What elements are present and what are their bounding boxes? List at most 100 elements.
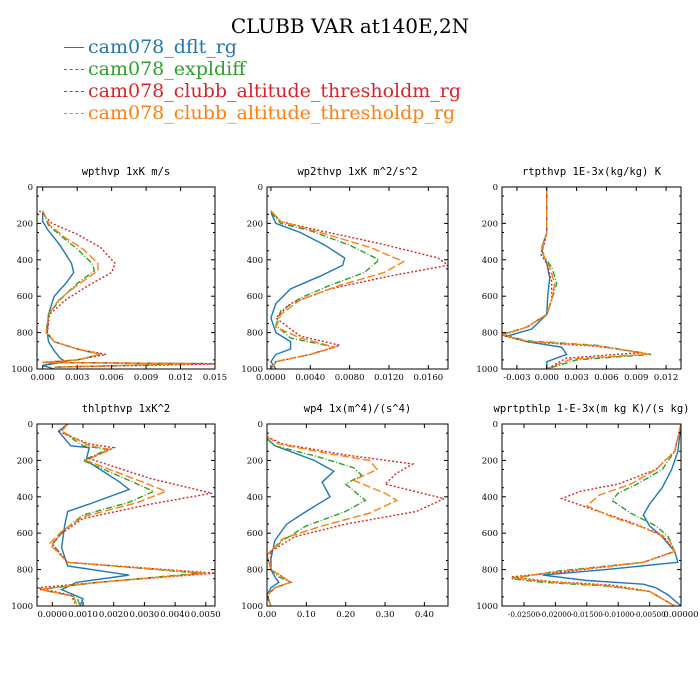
x-tick-label: 0.0050 (191, 610, 221, 620)
y-tick-label: 200 (482, 219, 498, 229)
series-line (542, 424, 681, 606)
x-tick-label: 0.0120 (374, 373, 404, 383)
series-line (37, 424, 215, 606)
x-tick-label: 0.0000 (256, 373, 286, 383)
legend-swatch (64, 90, 84, 92)
plot-frame (36, 423, 216, 607)
x-tick-label: 0.10 (297, 610, 316, 620)
chart-title: wpthvp 1xK m/s (82, 166, 171, 178)
legend-label: cam078_clubb_altitude_thresholdm_rg (88, 80, 462, 102)
series-line (267, 436, 447, 606)
x-tick-label: 0.00000 (663, 610, 698, 620)
x-tick-label: 0.006 (99, 373, 123, 383)
series-line (502, 187, 652, 369)
y-tick-label: 200 (247, 456, 263, 466)
legend-entry: cam078_clubb_altitude_thresholdp_rg (64, 102, 461, 124)
x-tick-label: -0.00500 (634, 610, 667, 619)
series-line (270, 212, 346, 369)
x-tick-label: 0.000 (535, 373, 559, 383)
plot-frame (266, 186, 449, 370)
x-tick-label: 0.40 (415, 610, 434, 620)
y-tick-label: 0 (28, 420, 33, 430)
chart-title: rtpthvp 1E-3x(kg/kg) K (522, 166, 662, 178)
legend: cam078_dflt_rg cam078_expldiff cam078_cl… (64, 36, 461, 124)
y-tick-label: 200 (17, 219, 33, 229)
chart-title: wp2thvp 1xK m^2/s^2 (297, 166, 417, 178)
legend-entry: cam078_dflt_rg (64, 36, 461, 58)
y-tick-label: 0 (258, 183, 263, 193)
series-line (42, 212, 75, 369)
y-tick-label: 0 (493, 420, 498, 430)
x-tick-label: 0.0010 (68, 610, 98, 620)
y-tick-label: 1000 (476, 602, 498, 612)
x-tick-label: 0.0040 (160, 610, 190, 620)
series-line (267, 438, 336, 606)
chart-panel: rtpthvp 1E-3x(kg/kg) K 0 200 400 600 800 1000-… (476, 166, 682, 383)
x-tick-label: 0.003 (65, 373, 89, 383)
y-tick-label: 600 (17, 529, 33, 539)
x-tick-label: -0.02000 (539, 610, 572, 619)
series-line (270, 210, 448, 369)
series-line (270, 212, 381, 369)
legend-label: cam078_clubb_altitude_thresholdp_rg (88, 102, 456, 124)
y-tick-label: 800 (17, 566, 33, 576)
y-tick-label: 600 (482, 529, 498, 539)
y-tick-label: 1000 (11, 365, 33, 375)
series-line (39, 424, 200, 606)
x-tick-label: 0.003 (564, 373, 588, 383)
y-tick-label: 0 (28, 183, 33, 193)
series-line (42, 210, 204, 368)
legend-swatch (64, 46, 84, 48)
x-tick-label: 0.012 (168, 373, 192, 383)
y-tick-label: 400 (482, 493, 498, 503)
x-tick-label: -0.003 (503, 373, 530, 383)
y-tick-label: 600 (247, 292, 263, 302)
y-tick-label: 1000 (241, 602, 263, 612)
chart-title: wp4 1x(m^4)/(s^4) (304, 403, 411, 415)
x-tick-label: 0.0080 (335, 373, 365, 383)
series-line (511, 424, 681, 606)
series-line (267, 436, 399, 606)
y-tick-label: 1000 (11, 602, 33, 612)
series-line (511, 424, 681, 606)
x-tick-label: 0.0030 (130, 610, 160, 620)
x-tick-label: -0.01500 (571, 610, 604, 619)
x-tick-label: 0.012 (654, 373, 678, 383)
plot-frame (266, 423, 449, 607)
y-tick-label: 400 (247, 493, 263, 503)
chart-panel: wp2thvp 1xK m^2/s^2020040060080010000.00… (241, 166, 449, 383)
series-line (502, 187, 650, 369)
x-tick-label: 0.009 (624, 373, 648, 383)
chart-panel: wprtpthlp 1-E-3x(m kg K)/(s kg) 0 200 400 60… (476, 403, 698, 620)
y-tick-label: 800 (247, 566, 263, 576)
x-tick-label: 0.00 (258, 610, 277, 620)
series-line (267, 438, 367, 606)
y-tick-label: 600 (247, 529, 263, 539)
legend-swatch (64, 112, 84, 114)
y-tick-label: 200 (247, 219, 263, 229)
y-tick-label: 0 (493, 183, 498, 193)
x-tick-label: 0.009 (134, 373, 158, 383)
y-tick-label: 400 (482, 256, 498, 266)
x-tick-label: 0.006 (594, 373, 618, 383)
chart-title: wprtpthlp 1-E-3x(m kg K)/(s kg) (494, 403, 690, 415)
series-line (57, 424, 131, 606)
x-tick-label: 0.0000 (37, 610, 67, 620)
series-line (511, 424, 681, 606)
x-tick-label: 0.000 (31, 373, 55, 383)
plot-frame (501, 186, 682, 370)
y-tick-label: 400 (247, 256, 263, 266)
series-line (270, 210, 406, 369)
x-tick-label: 0.015 (203, 373, 227, 383)
y-tick-label: 0 (258, 420, 263, 430)
y-tick-label: 200 (482, 456, 498, 466)
legend-entry: cam078_clubb_altitude_thresholdm_rg (64, 80, 461, 102)
y-tick-label: 800 (482, 329, 498, 339)
legend-swatch (64, 68, 84, 70)
figure-title: CLUBB VAR at140E,2N (230, 14, 470, 38)
y-tick-label: 400 (17, 256, 33, 266)
y-tick-label: 400 (17, 493, 33, 503)
